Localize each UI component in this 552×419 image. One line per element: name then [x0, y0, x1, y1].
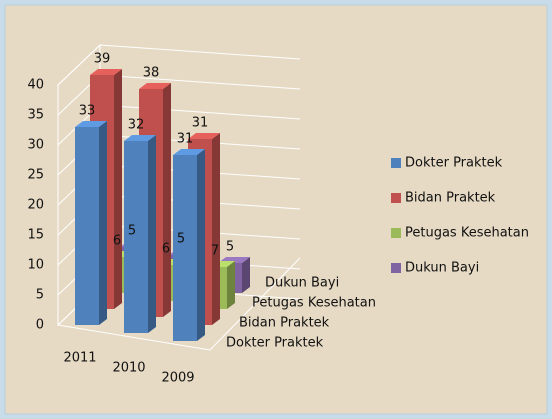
value-label: 5 — [226, 240, 234, 255]
bar-top — [124, 135, 156, 141]
bar-top — [75, 121, 107, 127]
y-tick-label: 15 — [27, 228, 44, 243]
legend-swatch — [391, 263, 401, 273]
bar-side — [227, 261, 235, 309]
bar — [173, 155, 197, 341]
y-tick-label: 30 — [27, 138, 44, 153]
bar-side — [114, 69, 122, 309]
legend-swatch — [391, 158, 401, 168]
legend-swatch — [391, 193, 401, 203]
value-label: 6 — [162, 242, 170, 257]
legend-label: Dokter Praktek — [405, 156, 503, 171]
bar-top — [188, 133, 220, 139]
bar-top — [173, 149, 205, 155]
y-tick-label: 25 — [27, 168, 44, 183]
bar-side — [163, 83, 171, 317]
depth-tick-label: Dukun Bayi — [265, 276, 339, 291]
x-tick-label: 2009 — [161, 371, 194, 386]
y-tick-label: 0 — [36, 318, 44, 333]
legend-swatch — [391, 228, 401, 238]
y-tick-label: 40 — [27, 78, 44, 93]
x-tick-label: 2011 — [63, 351, 96, 366]
bar-side — [242, 257, 250, 293]
y-tick-label: 35 — [27, 108, 44, 123]
legend-label: Dukun Bayi — [405, 261, 479, 276]
depth-tick-label: Petugas Kesehatan — [252, 296, 376, 311]
value-label: 38 — [143, 66, 160, 81]
value-label: 31 — [177, 132, 194, 147]
floor-edge — [57, 257, 301, 351]
legend-label: Petugas Kesehatan — [405, 226, 529, 241]
bar-side — [212, 133, 220, 325]
bar — [75, 127, 99, 325]
depth-tick-label: Bidan Praktek — [239, 316, 330, 331]
bar-top — [90, 69, 122, 75]
legend-label: Bidan Praktek — [405, 191, 496, 206]
y-tick-label: 20 — [27, 198, 44, 213]
value-label: 6 — [113, 234, 121, 249]
bar — [124, 141, 148, 333]
value-label: 31 — [192, 116, 209, 131]
y-tick-label: 5 — [36, 288, 44, 303]
bar-side — [148, 135, 156, 333]
depth-tick-label: Dokter Praktek — [226, 336, 324, 351]
grid-line — [57, 44, 301, 86]
y-tick-label: 10 — [27, 258, 44, 273]
value-label: 7 — [211, 244, 219, 259]
bar-top — [139, 83, 171, 89]
x-tick-label: 2010 — [112, 361, 145, 376]
bar-side — [197, 149, 205, 341]
bar-side — [99, 121, 107, 325]
value-label: 5 — [128, 224, 136, 239]
value-label: 32 — [128, 118, 145, 133]
value-label: 5 — [177, 232, 185, 247]
value-label: 39 — [94, 52, 111, 67]
value-label: 33 — [79, 104, 96, 119]
